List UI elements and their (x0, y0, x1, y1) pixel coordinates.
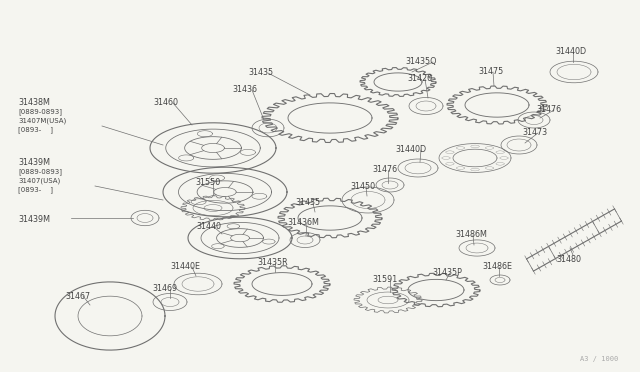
Text: 31460: 31460 (153, 98, 178, 107)
Text: 31469: 31469 (152, 284, 177, 293)
Text: 31486E: 31486E (482, 262, 512, 271)
Text: 31435R: 31435R (257, 258, 287, 267)
Text: 31435: 31435 (295, 198, 320, 207)
Text: A3 / 1000: A3 / 1000 (580, 356, 618, 362)
Text: [0889-0893]: [0889-0893] (18, 108, 62, 115)
Text: 31436: 31436 (232, 85, 257, 94)
Text: 31476: 31476 (536, 105, 561, 114)
Text: 31440E: 31440E (170, 262, 200, 271)
Text: 31436M: 31436M (287, 218, 319, 227)
Text: 31420: 31420 (407, 74, 432, 83)
Text: 31407M(USA): 31407M(USA) (18, 117, 67, 124)
Text: 31440D: 31440D (395, 145, 426, 154)
Text: 31550: 31550 (195, 178, 220, 187)
Text: 31440: 31440 (196, 222, 221, 231)
Text: 31438M: 31438M (18, 98, 50, 107)
Text: 31475: 31475 (478, 67, 503, 76)
Text: 31591: 31591 (372, 275, 397, 284)
Text: 31407(USA): 31407(USA) (18, 177, 60, 183)
Text: [0889-0893]: [0889-0893] (18, 168, 62, 175)
Text: 31467: 31467 (65, 292, 90, 301)
Text: 31486M: 31486M (455, 230, 487, 239)
Text: 31435: 31435 (248, 68, 273, 77)
Text: [0893-    ]: [0893- ] (18, 126, 53, 133)
Text: [0893-    ]: [0893- ] (18, 186, 53, 193)
Text: 31450: 31450 (350, 182, 375, 191)
Text: 31439M: 31439M (18, 215, 50, 224)
Text: 31435P: 31435P (432, 268, 462, 277)
Text: 31439M: 31439M (18, 158, 50, 167)
Text: 31440D: 31440D (555, 47, 586, 56)
Text: 31476: 31476 (372, 165, 397, 174)
Text: 31480: 31480 (556, 255, 581, 264)
Text: 31473: 31473 (522, 128, 547, 137)
Text: 31435Q: 31435Q (405, 57, 436, 66)
